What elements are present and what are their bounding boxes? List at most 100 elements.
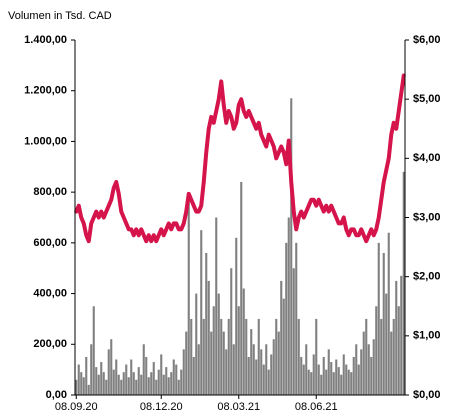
- volume-bar: [197, 344, 200, 395]
- y-tick-label: 1.000,00: [24, 135, 67, 147]
- y-tick-label: 0,00: [46, 389, 67, 401]
- volume-bar: [365, 318, 368, 395]
- volume-bar: [387, 232, 390, 395]
- volume-bar: [242, 288, 245, 395]
- volume-bar: [145, 356, 148, 395]
- volume-bar: [317, 364, 320, 395]
- volume-bar: [340, 374, 343, 395]
- volume-bar: [202, 318, 205, 395]
- volume-bar: [130, 359, 133, 395]
- volume-bar: [402, 171, 405, 395]
- volume-bar: [315, 318, 318, 395]
- volume-bar: [267, 369, 270, 395]
- volume-bar: [392, 318, 395, 395]
- volume-bar: [312, 354, 315, 395]
- volume-bar: [175, 364, 178, 395]
- volume-bar: [125, 364, 128, 395]
- volume-bar: [255, 359, 258, 395]
- y-tick-label: 1.200,00: [24, 85, 67, 97]
- volume-bar: [177, 379, 180, 395]
- volume-bar: [235, 237, 238, 395]
- volume-bar: [302, 364, 305, 395]
- y2-tick-label: $1,00: [413, 330, 441, 342]
- volume-bar: [250, 329, 253, 395]
- volume-bar: [87, 384, 90, 395]
- volume-bar: [215, 217, 218, 395]
- volume-bar: [347, 369, 350, 395]
- volume-bar: [385, 293, 388, 395]
- volume-bar: [297, 318, 300, 395]
- volume-bar: [292, 268, 295, 395]
- y-tick-label: 1.400,00: [24, 34, 67, 46]
- volume-bar: [322, 356, 325, 395]
- volume-bar: [107, 349, 110, 395]
- volume-bar: [390, 331, 393, 395]
- y2-tick-label: $5,00: [413, 93, 441, 105]
- volume-bar: [395, 280, 398, 395]
- volume-bar: [225, 349, 228, 395]
- volume-bar: [192, 356, 195, 395]
- volume-bar: [152, 362, 155, 395]
- volume-bar: [282, 298, 285, 395]
- volume-bar: [290, 98, 293, 396]
- volume-bar: [190, 318, 193, 395]
- volume-bar: [337, 367, 340, 395]
- volume-bar: [285, 242, 288, 395]
- volume-bar: [95, 367, 98, 395]
- volume-bar: [332, 372, 335, 395]
- volume-bar: [165, 367, 168, 395]
- volume-bar: [350, 372, 353, 395]
- volume-bar: [132, 372, 135, 395]
- volume-bar: [295, 242, 298, 395]
- volume-bar: [147, 377, 150, 395]
- volume-bar: [210, 331, 213, 395]
- volume-bar: [100, 362, 103, 395]
- volume-bar: [82, 377, 85, 395]
- volume-bar: [172, 359, 175, 395]
- y-tick-label: 600,00: [33, 237, 67, 249]
- volume-bar: [262, 364, 265, 395]
- volume-bar: [325, 369, 328, 395]
- volume-bar: [357, 364, 360, 395]
- volume-bar: [120, 379, 123, 395]
- volume-bar: [277, 331, 280, 395]
- volume-bar: [265, 344, 268, 395]
- y-tick-label: 800,00: [33, 186, 67, 198]
- volume-bar: [217, 293, 220, 395]
- volume-bar: [382, 253, 385, 395]
- volume-bar: [135, 379, 138, 395]
- volume-bar: [102, 372, 105, 395]
- volume-bar: [127, 377, 130, 395]
- y-tick-label: 200,00: [33, 338, 67, 350]
- x-tick-label: 08.03.21: [217, 401, 260, 413]
- x-tick-label: 08.09.20: [55, 401, 98, 413]
- volume-bar: [352, 356, 355, 395]
- volume-bar: [307, 369, 310, 395]
- volume-bar: [80, 372, 83, 395]
- volume-bar: [75, 379, 78, 395]
- volume-bar: [170, 372, 173, 395]
- volume-bar: [260, 349, 263, 395]
- volume-bar: [160, 354, 163, 395]
- volume-bar: [155, 379, 158, 395]
- volume-bar: [222, 331, 225, 395]
- volume-bar: [310, 372, 313, 395]
- volume-bar: [167, 377, 170, 395]
- volume-bar: [230, 268, 233, 395]
- volume-bar: [320, 374, 323, 395]
- volume-bar: [400, 275, 403, 395]
- volume-bar: [195, 293, 198, 395]
- volume-bar: [122, 372, 125, 395]
- volume-bar: [245, 318, 248, 395]
- y2-tick-label: $6,00: [413, 34, 441, 46]
- volume-bar: [85, 356, 88, 395]
- volume-bar: [327, 349, 330, 395]
- volume-bar: [305, 344, 308, 395]
- y2-tick-label: $3,00: [413, 211, 441, 223]
- volume-bar: [367, 344, 370, 395]
- volume-bar: [92, 306, 95, 395]
- volume-bar: [157, 369, 160, 395]
- volume-bar: [372, 339, 375, 395]
- volume-bar: [272, 339, 275, 395]
